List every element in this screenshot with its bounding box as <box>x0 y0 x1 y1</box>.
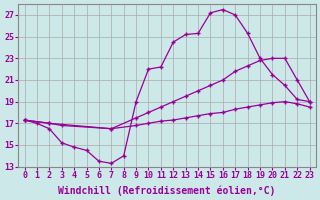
X-axis label: Windchill (Refroidissement éolien,°C): Windchill (Refroidissement éolien,°C) <box>58 185 276 196</box>
